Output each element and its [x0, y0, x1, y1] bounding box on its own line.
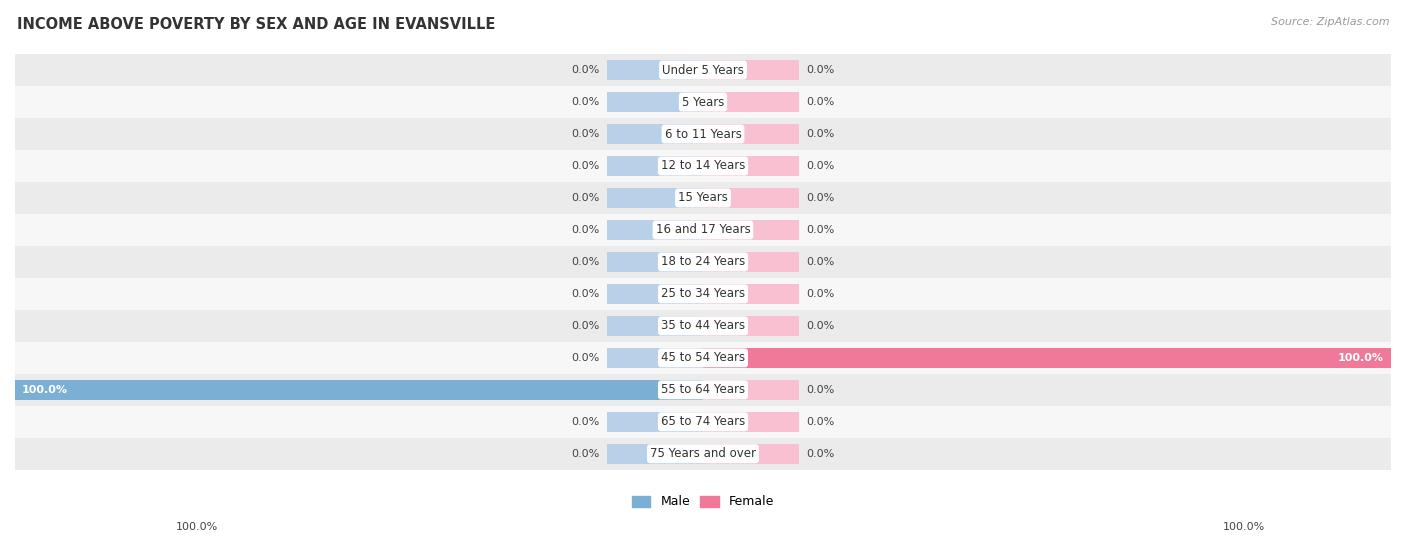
Text: 0.0%: 0.0%	[806, 161, 834, 171]
Bar	[15, 86, 1391, 118]
Bar	[703, 220, 800, 240]
Bar	[606, 444, 703, 464]
Text: 16 and 17 Years: 16 and 17 Years	[655, 223, 751, 237]
Text: 0.0%: 0.0%	[572, 417, 600, 427]
Bar	[606, 316, 703, 336]
Text: 0.0%: 0.0%	[572, 225, 600, 235]
Text: INCOME ABOVE POVERTY BY SEX AND AGE IN EVANSVILLE: INCOME ABOVE POVERTY BY SEX AND AGE IN E…	[17, 17, 495, 32]
Bar	[606, 284, 703, 304]
Text: 100.0%: 100.0%	[22, 385, 67, 395]
Bar	[15, 118, 1391, 150]
Bar	[606, 348, 703, 368]
Text: 0.0%: 0.0%	[806, 97, 834, 107]
Text: 12 to 14 Years: 12 to 14 Years	[661, 160, 745, 172]
Bar	[703, 188, 800, 208]
Text: 65 to 74 Years: 65 to 74 Years	[661, 415, 745, 429]
Bar	[15, 438, 1391, 470]
Bar	[606, 124, 703, 144]
Bar	[606, 156, 703, 176]
Text: Source: ZipAtlas.com: Source: ZipAtlas.com	[1271, 17, 1389, 27]
Bar	[703, 316, 800, 336]
Bar	[703, 348, 1391, 368]
Text: 0.0%: 0.0%	[572, 353, 600, 363]
Bar	[15, 182, 1391, 214]
Bar	[606, 220, 703, 240]
Text: 0.0%: 0.0%	[806, 225, 834, 235]
Text: 0.0%: 0.0%	[806, 449, 834, 459]
Text: 0.0%: 0.0%	[572, 321, 600, 331]
Bar	[703, 348, 800, 368]
Text: 45 to 54 Years: 45 to 54 Years	[661, 352, 745, 364]
Text: 0.0%: 0.0%	[572, 97, 600, 107]
Text: 0.0%: 0.0%	[806, 321, 834, 331]
Bar	[703, 124, 800, 144]
Text: 55 to 64 Years: 55 to 64 Years	[661, 383, 745, 396]
Bar	[703, 60, 800, 80]
Legend: Male, Female: Male, Female	[627, 490, 779, 513]
Bar	[703, 156, 800, 176]
Bar	[15, 374, 1391, 406]
Bar	[15, 54, 1391, 86]
Text: 0.0%: 0.0%	[572, 289, 600, 299]
Text: Under 5 Years: Under 5 Years	[662, 64, 744, 76]
Bar	[606, 60, 703, 80]
Bar	[15, 342, 1391, 374]
Bar	[606, 380, 703, 400]
Bar	[606, 92, 703, 112]
Text: 0.0%: 0.0%	[572, 129, 600, 139]
Text: 35 to 44 Years: 35 to 44 Years	[661, 319, 745, 333]
Text: 0.0%: 0.0%	[572, 65, 600, 75]
Bar	[15, 310, 1391, 342]
Text: 100.0%: 100.0%	[1339, 353, 1384, 363]
Text: 0.0%: 0.0%	[806, 193, 834, 203]
Text: 100.0%: 100.0%	[1223, 522, 1265, 532]
Text: 0.0%: 0.0%	[572, 449, 600, 459]
Text: 0.0%: 0.0%	[572, 161, 600, 171]
Bar	[703, 284, 800, 304]
Bar	[606, 188, 703, 208]
Bar	[606, 252, 703, 272]
Text: 18 to 24 Years: 18 to 24 Years	[661, 256, 745, 268]
Bar	[15, 246, 1391, 278]
Bar	[606, 412, 703, 432]
Text: 6 to 11 Years: 6 to 11 Years	[665, 128, 741, 141]
Text: 0.0%: 0.0%	[806, 257, 834, 267]
Text: 0.0%: 0.0%	[806, 417, 834, 427]
Bar	[15, 214, 1391, 246]
Bar	[703, 252, 800, 272]
Bar	[15, 380, 703, 400]
Bar	[15, 278, 1391, 310]
Text: 0.0%: 0.0%	[806, 65, 834, 75]
Bar	[15, 150, 1391, 182]
Bar	[703, 444, 800, 464]
Text: 5 Years: 5 Years	[682, 95, 724, 108]
Text: 15 Years: 15 Years	[678, 191, 728, 204]
Bar	[703, 412, 800, 432]
Text: 0.0%: 0.0%	[806, 385, 834, 395]
Text: 25 to 34 Years: 25 to 34 Years	[661, 287, 745, 300]
Text: 0.0%: 0.0%	[572, 193, 600, 203]
Text: 0.0%: 0.0%	[806, 129, 834, 139]
Text: 100.0%: 100.0%	[176, 522, 218, 532]
Bar	[15, 406, 1391, 438]
Text: 0.0%: 0.0%	[806, 289, 834, 299]
Bar	[703, 92, 800, 112]
Text: 75 Years and over: 75 Years and over	[650, 448, 756, 460]
Text: 0.0%: 0.0%	[572, 257, 600, 267]
Bar	[703, 380, 800, 400]
